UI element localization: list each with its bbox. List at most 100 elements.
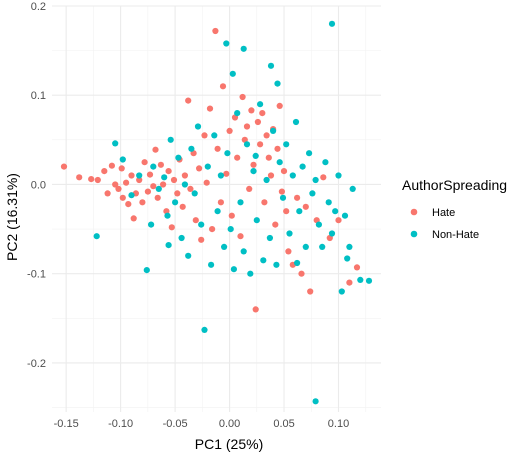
data-point-non-hate: [161, 174, 168, 181]
data-point-non-hate: [148, 221, 155, 228]
data-point-non-hate: [223, 40, 230, 47]
data-point-hate: [234, 154, 241, 161]
legend-title: AuthorSpreading: [402, 177, 507, 193]
data-point-non-hate: [164, 212, 171, 219]
data-point-hate: [226, 127, 233, 134]
data-point-non-hate: [172, 199, 179, 206]
data-point-non-hate: [178, 234, 185, 242]
data-point-non-hate: [201, 326, 208, 333]
data-point-hate: [119, 194, 126, 201]
y-tick-label: -0.1: [27, 269, 46, 281]
data-point-non-hate: [224, 150, 231, 157]
data-point-non-hate: [119, 156, 126, 163]
data-point-non-hate: [234, 110, 241, 117]
data-point-hate: [118, 165, 125, 172]
data-point-non-hate: [227, 226, 234, 233]
legend: AuthorSpreading Hate Non-Hate: [402, 177, 507, 241]
data-point-non-hate: [208, 261, 215, 268]
data-point-non-hate: [211, 132, 218, 139]
data-point-non-hate: [294, 259, 301, 267]
x-tick-label: -0.10: [108, 418, 133, 430]
data-point-hate: [276, 102, 283, 109]
data-point-non-hate: [204, 163, 211, 170]
data-point-hate: [115, 185, 122, 192]
y-tick-label: 0.1: [31, 90, 46, 102]
data-point-hate: [139, 199, 146, 206]
data-point-non-hate: [260, 257, 267, 264]
data-point-non-hate: [279, 194, 287, 201]
data-point-non-hate: [309, 190, 316, 197]
y-axis-ticks: -0.2 -0.1 0.0 0.1 0.2: [27, 1, 46, 370]
data-point-hate: [198, 236, 205, 243]
data-point-hate: [278, 188, 285, 195]
data-point-non-hate: [167, 136, 174, 143]
data-point-hate: [246, 185, 253, 192]
data-point-non-hate: [299, 163, 306, 170]
data-point-non-hate: [344, 255, 351, 262]
data-point-hate: [144, 188, 151, 195]
data-point-hate: [128, 172, 135, 179]
data-point-hate: [154, 194, 161, 201]
data-point-hate: [203, 179, 210, 186]
data-point-hate: [263, 132, 270, 139]
data-point-non-hate: [332, 208, 339, 215]
data-point-non-hate: [325, 199, 332, 206]
data-point-hate: [243, 123, 251, 130]
data-point-hate: [353, 264, 361, 271]
data-point-non-hate: [136, 172, 143, 179]
data-point-hate: [294, 194, 301, 201]
data-point-hate: [217, 199, 224, 206]
data-point-hate: [108, 162, 115, 169]
data-point-non-hate: [188, 145, 195, 152]
data-point-hate: [185, 97, 192, 104]
data-point-non-hate: [302, 243, 309, 250]
data-point-hate: [259, 110, 266, 117]
data-point-non-hate: [292, 118, 300, 126]
data-point-hate: [209, 226, 216, 233]
data-point-non-hate: [143, 267, 150, 274]
data-point-hate: [261, 199, 268, 206]
data-point-hate: [152, 146, 159, 153]
data-point-hate: [150, 183, 157, 190]
data-point-non-hate: [263, 176, 270, 184]
data-point-hate: [267, 172, 275, 179]
data-point-non-hate: [181, 181, 188, 188]
minor-gridlines: [52, 6, 381, 412]
x-tick-label: -0.05: [163, 418, 188, 430]
data-point-non-hate: [306, 150, 313, 157]
data-points: [60, 20, 373, 405]
data-point-non-hate: [273, 261, 280, 268]
data-point-hate: [76, 174, 83, 181]
data-point-non-hate: [349, 185, 356, 192]
data-point-hate: [160, 181, 167, 188]
data-point-non-hate: [270, 127, 277, 134]
data-point-hate: [248, 107, 255, 114]
data-point-non-hate: [274, 80, 281, 87]
data-point-hate: [219, 83, 227, 90]
data-point-non-hate: [266, 234, 273, 242]
data-point-hate: [136, 176, 143, 184]
data-point-hate: [141, 159, 148, 166]
data-point-hate: [196, 165, 203, 172]
data-point-hate: [335, 217, 342, 224]
data-point-non-hate: [240, 248, 247, 255]
data-point-non-hate: [165, 242, 172, 249]
data-point-non-hate: [112, 140, 119, 147]
data-point-hate: [168, 224, 175, 231]
data-point-hate: [179, 203, 186, 210]
data-point-hate: [250, 161, 257, 168]
data-point-non-hate: [315, 221, 322, 228]
data-point-hate: [101, 168, 108, 175]
data-point-hate: [320, 174, 327, 181]
data-point-hate: [298, 270, 305, 277]
data-point-hate: [60, 163, 68, 170]
x-tick-label: 0.00: [219, 418, 240, 430]
data-point-non-hate: [289, 172, 296, 179]
data-point-non-hate: [322, 159, 329, 166]
data-point-non-hate: [237, 199, 244, 206]
x-tick-label: 0.05: [273, 418, 294, 430]
data-point-non-hate: [328, 230, 336, 237]
x-tick-label: 0.10: [328, 418, 349, 430]
